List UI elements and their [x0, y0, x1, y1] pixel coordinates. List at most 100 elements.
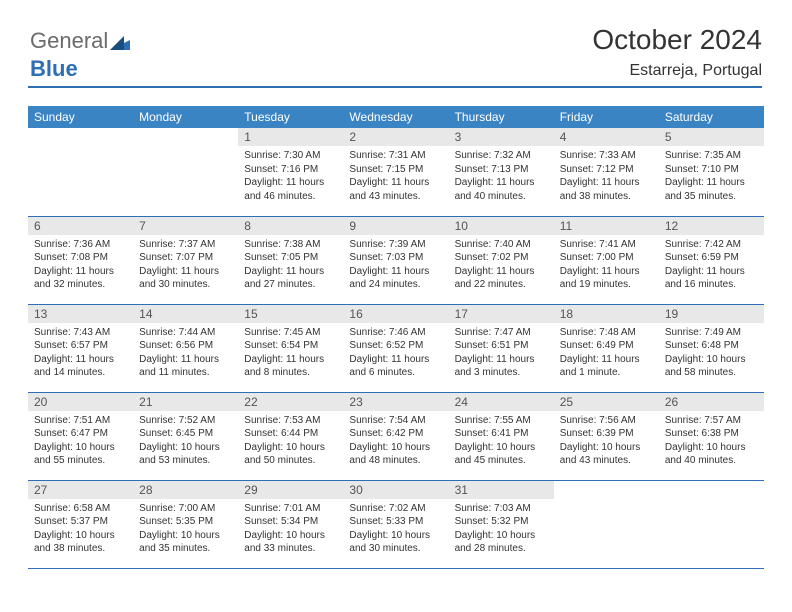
day-details: Sunrise: 7:47 AMSunset: 6:51 PMDaylight:…	[449, 323, 554, 384]
weekday-header: Thursday	[449, 106, 554, 128]
calendar-cell: 31Sunrise: 7:03 AMSunset: 5:32 PMDayligh…	[449, 480, 554, 568]
calendar-cell: 4Sunrise: 7:33 AMSunset: 7:12 PMDaylight…	[554, 128, 659, 216]
calendar-cell: 9Sunrise: 7:39 AMSunset: 7:03 PMDaylight…	[343, 216, 448, 304]
day-number: 28	[133, 481, 238, 499]
day-number: 13	[28, 305, 133, 323]
calendar-cell: 22Sunrise: 7:53 AMSunset: 6:44 PMDayligh…	[238, 392, 343, 480]
calendar-cell: 14Sunrise: 7:44 AMSunset: 6:56 PMDayligh…	[133, 304, 238, 392]
calendar-cell: 25Sunrise: 7:56 AMSunset: 6:39 PMDayligh…	[554, 392, 659, 480]
day-details: Sunrise: 7:38 AMSunset: 7:05 PMDaylight:…	[238, 235, 343, 296]
day-number: 16	[343, 305, 448, 323]
day-details: Sunrise: 7:53 AMSunset: 6:44 PMDaylight:…	[238, 411, 343, 472]
day-number: 22	[238, 393, 343, 411]
calendar-row: 13Sunrise: 7:43 AMSunset: 6:57 PMDayligh…	[28, 304, 764, 392]
page-header: October 2024 Estarreja, Portugal	[28, 24, 762, 88]
calendar-cell: 7Sunrise: 7:37 AMSunset: 7:07 PMDaylight…	[133, 216, 238, 304]
day-details: Sunrise: 7:56 AMSunset: 6:39 PMDaylight:…	[554, 411, 659, 472]
calendar-cell: 1Sunrise: 7:30 AMSunset: 7:16 PMDaylight…	[238, 128, 343, 216]
calendar-row: 27Sunrise: 6:58 AMSunset: 5:37 PMDayligh…	[28, 480, 764, 568]
day-number: 12	[659, 217, 764, 235]
day-number: 1	[238, 128, 343, 146]
day-details: Sunrise: 7:43 AMSunset: 6:57 PMDaylight:…	[28, 323, 133, 384]
month-title: October 2024	[28, 24, 762, 56]
day-number: 5	[659, 128, 764, 146]
day-number: 10	[449, 217, 554, 235]
calendar-cell: 10Sunrise: 7:40 AMSunset: 7:02 PMDayligh…	[449, 216, 554, 304]
calendar-cell: 23Sunrise: 7:54 AMSunset: 6:42 PMDayligh…	[343, 392, 448, 480]
day-details: Sunrise: 7:55 AMSunset: 6:41 PMDaylight:…	[449, 411, 554, 472]
day-number: 19	[659, 305, 764, 323]
calendar-cell: 6Sunrise: 7:36 AMSunset: 7:08 PMDaylight…	[28, 216, 133, 304]
weekday-header: Tuesday	[238, 106, 343, 128]
calendar-cell: 2Sunrise: 7:31 AMSunset: 7:15 PMDaylight…	[343, 128, 448, 216]
day-details: Sunrise: 7:31 AMSunset: 7:15 PMDaylight:…	[343, 146, 448, 207]
calendar-body: ....1Sunrise: 7:30 AMSunset: 7:16 PMDayl…	[28, 128, 764, 568]
calendar-cell: 16Sunrise: 7:46 AMSunset: 6:52 PMDayligh…	[343, 304, 448, 392]
day-number: 31	[449, 481, 554, 499]
calendar-cell: 20Sunrise: 7:51 AMSunset: 6:47 PMDayligh…	[28, 392, 133, 480]
day-details: Sunrise: 7:57 AMSunset: 6:38 PMDaylight:…	[659, 411, 764, 472]
day-details: Sunrise: 7:01 AMSunset: 5:34 PMDaylight:…	[238, 499, 343, 560]
day-details: Sunrise: 7:45 AMSunset: 6:54 PMDaylight:…	[238, 323, 343, 384]
day-number: 25	[554, 393, 659, 411]
calendar-cell: 12Sunrise: 7:42 AMSunset: 6:59 PMDayligh…	[659, 216, 764, 304]
calendar-cell: ..	[133, 128, 238, 216]
weekday-header-row: SundayMondayTuesdayWednesdayThursdayFrid…	[28, 106, 764, 128]
calendar-cell: 18Sunrise: 7:48 AMSunset: 6:49 PMDayligh…	[554, 304, 659, 392]
day-number: 2	[343, 128, 448, 146]
calendar-cell: ..	[659, 480, 764, 568]
day-number: 9	[343, 217, 448, 235]
day-details: Sunrise: 7:02 AMSunset: 5:33 PMDaylight:…	[343, 499, 448, 560]
weekday-header: Friday	[554, 106, 659, 128]
calendar-cell: 30Sunrise: 7:02 AMSunset: 5:33 PMDayligh…	[343, 480, 448, 568]
day-details: Sunrise: 7:39 AMSunset: 7:03 PMDaylight:…	[343, 235, 448, 296]
day-details: Sunrise: 7:49 AMSunset: 6:48 PMDaylight:…	[659, 323, 764, 384]
day-number: 23	[343, 393, 448, 411]
weekday-header: Saturday	[659, 106, 764, 128]
day-number: 3	[449, 128, 554, 146]
calendar-cell: ..	[554, 480, 659, 568]
calendar-cell: 15Sunrise: 7:45 AMSunset: 6:54 PMDayligh…	[238, 304, 343, 392]
day-number: 7	[133, 217, 238, 235]
day-number: 17	[449, 305, 554, 323]
day-details: Sunrise: 7:03 AMSunset: 5:32 PMDaylight:…	[449, 499, 554, 560]
day-details: Sunrise: 7:36 AMSunset: 7:08 PMDaylight:…	[28, 235, 133, 296]
day-details: Sunrise: 7:33 AMSunset: 7:12 PMDaylight:…	[554, 146, 659, 207]
day-details: Sunrise: 7:54 AMSunset: 6:42 PMDaylight:…	[343, 411, 448, 472]
calendar-cell: 11Sunrise: 7:41 AMSunset: 7:00 PMDayligh…	[554, 216, 659, 304]
calendar-cell: 26Sunrise: 7:57 AMSunset: 6:38 PMDayligh…	[659, 392, 764, 480]
weekday-header: Monday	[133, 106, 238, 128]
calendar-cell: 13Sunrise: 7:43 AMSunset: 6:57 PMDayligh…	[28, 304, 133, 392]
calendar-table: SundayMondayTuesdayWednesdayThursdayFrid…	[28, 106, 764, 569]
calendar-cell: 28Sunrise: 7:00 AMSunset: 5:35 PMDayligh…	[133, 480, 238, 568]
calendar-row: 20Sunrise: 7:51 AMSunset: 6:47 PMDayligh…	[28, 392, 764, 480]
day-number: 4	[554, 128, 659, 146]
calendar-cell: ..	[28, 128, 133, 216]
day-number: 14	[133, 305, 238, 323]
day-details: Sunrise: 7:44 AMSunset: 6:56 PMDaylight:…	[133, 323, 238, 384]
day-number: 8	[238, 217, 343, 235]
location-label: Estarreja, Portugal	[28, 62, 762, 88]
calendar-cell: 8Sunrise: 7:38 AMSunset: 7:05 PMDaylight…	[238, 216, 343, 304]
day-details: Sunrise: 7:48 AMSunset: 6:49 PMDaylight:…	[554, 323, 659, 384]
calendar-cell: 29Sunrise: 7:01 AMSunset: 5:34 PMDayligh…	[238, 480, 343, 568]
weekday-header: Wednesday	[343, 106, 448, 128]
day-details: Sunrise: 7:00 AMSunset: 5:35 PMDaylight:…	[133, 499, 238, 560]
day-number: 29	[238, 481, 343, 499]
day-details: Sunrise: 7:40 AMSunset: 7:02 PMDaylight:…	[449, 235, 554, 296]
day-number: 11	[554, 217, 659, 235]
weekday-header: Sunday	[28, 106, 133, 128]
day-number: 20	[28, 393, 133, 411]
day-details: Sunrise: 7:52 AMSunset: 6:45 PMDaylight:…	[133, 411, 238, 472]
calendar-cell: 24Sunrise: 7:55 AMSunset: 6:41 PMDayligh…	[449, 392, 554, 480]
day-number: 26	[659, 393, 764, 411]
day-details: Sunrise: 7:51 AMSunset: 6:47 PMDaylight:…	[28, 411, 133, 472]
day-details: Sunrise: 7:42 AMSunset: 6:59 PMDaylight:…	[659, 235, 764, 296]
calendar-row: 6Sunrise: 7:36 AMSunset: 7:08 PMDaylight…	[28, 216, 764, 304]
day-details: Sunrise: 7:32 AMSunset: 7:13 PMDaylight:…	[449, 146, 554, 207]
day-details: Sunrise: 6:58 AMSunset: 5:37 PMDaylight:…	[28, 499, 133, 560]
calendar-row: ....1Sunrise: 7:30 AMSunset: 7:16 PMDayl…	[28, 128, 764, 216]
day-number: 27	[28, 481, 133, 499]
calendar-cell: 5Sunrise: 7:35 AMSunset: 7:10 PMDaylight…	[659, 128, 764, 216]
day-number: 18	[554, 305, 659, 323]
